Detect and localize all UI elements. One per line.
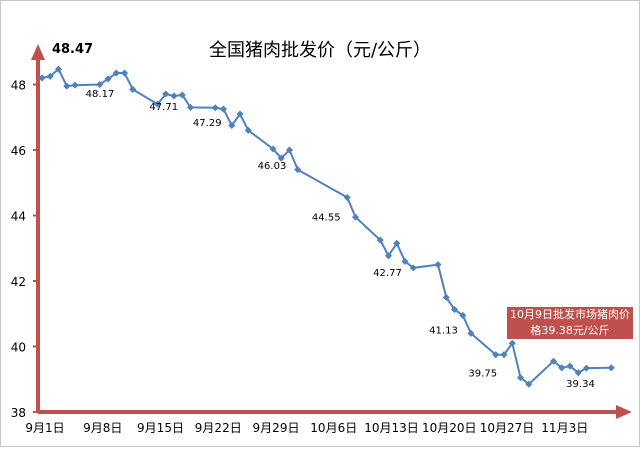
data-point: [467, 329, 475, 337]
data-point: [285, 146, 294, 154]
x-tick-label: 9月1日: [25, 421, 64, 435]
x-tick-label: 9月8日: [83, 421, 122, 435]
x-tick-label: 11月3日: [541, 421, 588, 435]
data-point: [459, 311, 467, 319]
data-point: [211, 104, 219, 112]
data-point: [236, 110, 244, 118]
data-point: [219, 105, 228, 113]
data-point: [401, 257, 409, 265]
data-point: [186, 103, 195, 111]
chart-title: 全国猪肉批发价（元/公斤）: [208, 40, 432, 61]
data-point: [277, 154, 285, 162]
data-point: [607, 364, 615, 372]
data-label: 47.29: [193, 118, 222, 129]
data-label: 48.17: [86, 89, 115, 100]
data-point: [442, 293, 450, 301]
data-point: [566, 362, 574, 370]
data-point: [129, 85, 137, 93]
data-point: [492, 351, 500, 359]
annotation-line-1: 10月9日批发市场猪肉价: [510, 308, 630, 321]
data-point: [269, 145, 277, 153]
data-point: [549, 357, 558, 365]
data-point: [516, 374, 525, 382]
y-tick-label: 48: [11, 79, 26, 93]
x-tick-label: 10月6日: [310, 421, 357, 435]
data-point: [434, 261, 442, 269]
data-point: [178, 91, 186, 99]
data-point: [351, 213, 360, 221]
annotation-line-2: 格39.38元/公斤: [530, 324, 610, 337]
data-point: [170, 92, 178, 100]
data-point: [508, 339, 516, 347]
data-point: [104, 75, 112, 83]
data-point: [582, 364, 591, 372]
y-tick-label: 38: [11, 406, 26, 420]
y-tick-label: 44: [11, 210, 26, 224]
data-point: [343, 193, 351, 202]
data-point: [294, 166, 302, 174]
data-point: [393, 239, 401, 247]
data-label: 41.13: [429, 325, 458, 336]
data-point: [96, 80, 104, 89]
x-axis-arrow: [616, 405, 632, 419]
data-point: [558, 364, 566, 372]
annotation-callout: 10月9日批发市场猪肉价 格39.38元/公斤: [507, 307, 633, 339]
data-point: [71, 81, 79, 89]
data-point: [162, 90, 170, 98]
x-tick-label: 10月20日: [422, 421, 477, 435]
data-point: [376, 236, 384, 244]
y-tick-label: 42: [11, 275, 26, 289]
x-tick-label: 9月22日: [195, 421, 242, 435]
x-tick-label: 9月29日: [253, 421, 300, 435]
data-point: [228, 121, 236, 129]
data-label: 44.55: [312, 212, 341, 223]
data-label: 48.47: [52, 42, 93, 57]
data-point: [409, 264, 417, 272]
data-point: [500, 351, 508, 359]
data-point: [112, 69, 120, 77]
y-axis-arrow: [31, 44, 45, 60]
data-label: 39.75: [468, 369, 497, 380]
x-tick-label: 10月13日: [364, 421, 419, 435]
data-point: [120, 69, 129, 77]
y-tick-label: 40: [11, 341, 26, 355]
data-label: 46.03: [258, 161, 287, 172]
data-point: [574, 369, 582, 377]
data-point: [63, 82, 71, 90]
y-tick-label: 46: [11, 144, 26, 158]
data-label: 42.77: [373, 268, 402, 279]
x-tick-label: 10月27日: [480, 421, 535, 435]
x-tick-label: 9月15日: [137, 421, 184, 435]
data-label: 39.34: [566, 379, 595, 390]
data-point: [384, 252, 393, 260]
data-point: [153, 100, 162, 108]
data-point: [450, 305, 459, 314]
data-point: [525, 380, 533, 388]
data-label: 47.71: [149, 102, 178, 113]
